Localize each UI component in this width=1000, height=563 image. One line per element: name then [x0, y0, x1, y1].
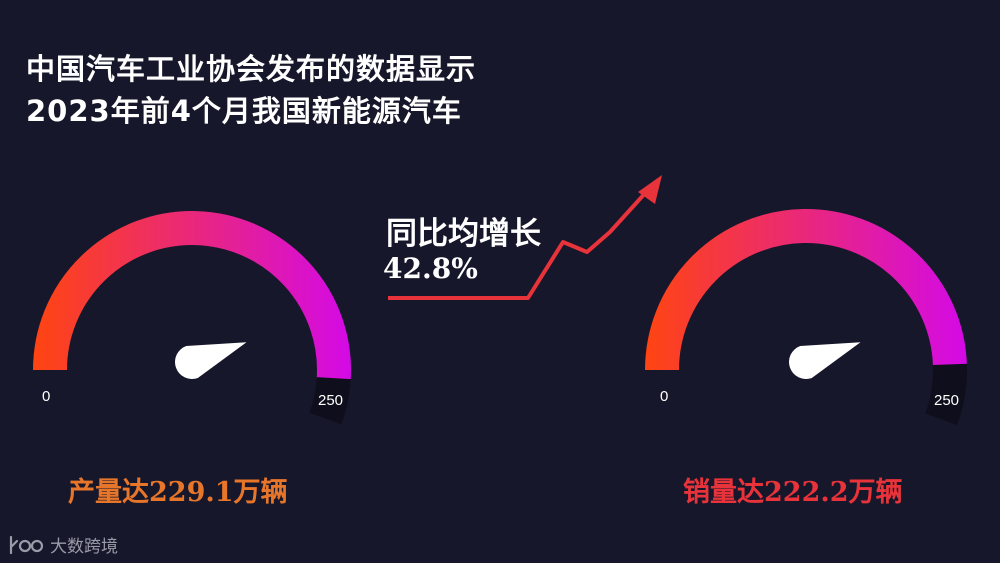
production-gauge-max-label: 250: [318, 392, 344, 409]
headline: 中国汽车工业协会发布的数据显示 2023年前4个月我国新能源汽车: [26, 48, 476, 132]
production-gauge: [33, 211, 351, 425]
gauge-value-arc: [33, 211, 351, 380]
watermark-text: 大数跨境: [50, 537, 118, 557]
gauge-needle: [174, 342, 247, 380]
growth-value: 42.8%: [383, 252, 478, 285]
gauge-value-arc: [645, 209, 967, 371]
sales-gauge: [645, 209, 967, 426]
production-caption: 产量达229.1万辆: [68, 477, 288, 508]
brand-logo-icon: [9, 535, 44, 554]
headline-line-2: 2023年前4个月我国新能源汽车: [26, 94, 462, 128]
growth-label: 同比均增长: [386, 216, 541, 252]
headline-line-1: 中国汽车工业协会发布的数据显示: [26, 52, 477, 86]
sales-gauge-min-label: 0: [660, 388, 669, 405]
sales-gauge-max-label: 250: [934, 392, 960, 409]
production-gauge-min-label: 0: [42, 388, 51, 405]
sales-caption: 销量达222.2万辆: [683, 477, 903, 508]
growth-arrow-icon: [388, 175, 662, 300]
watermark: 大数跨境: [8, 532, 118, 557]
gauge-needle: [789, 342, 861, 380]
